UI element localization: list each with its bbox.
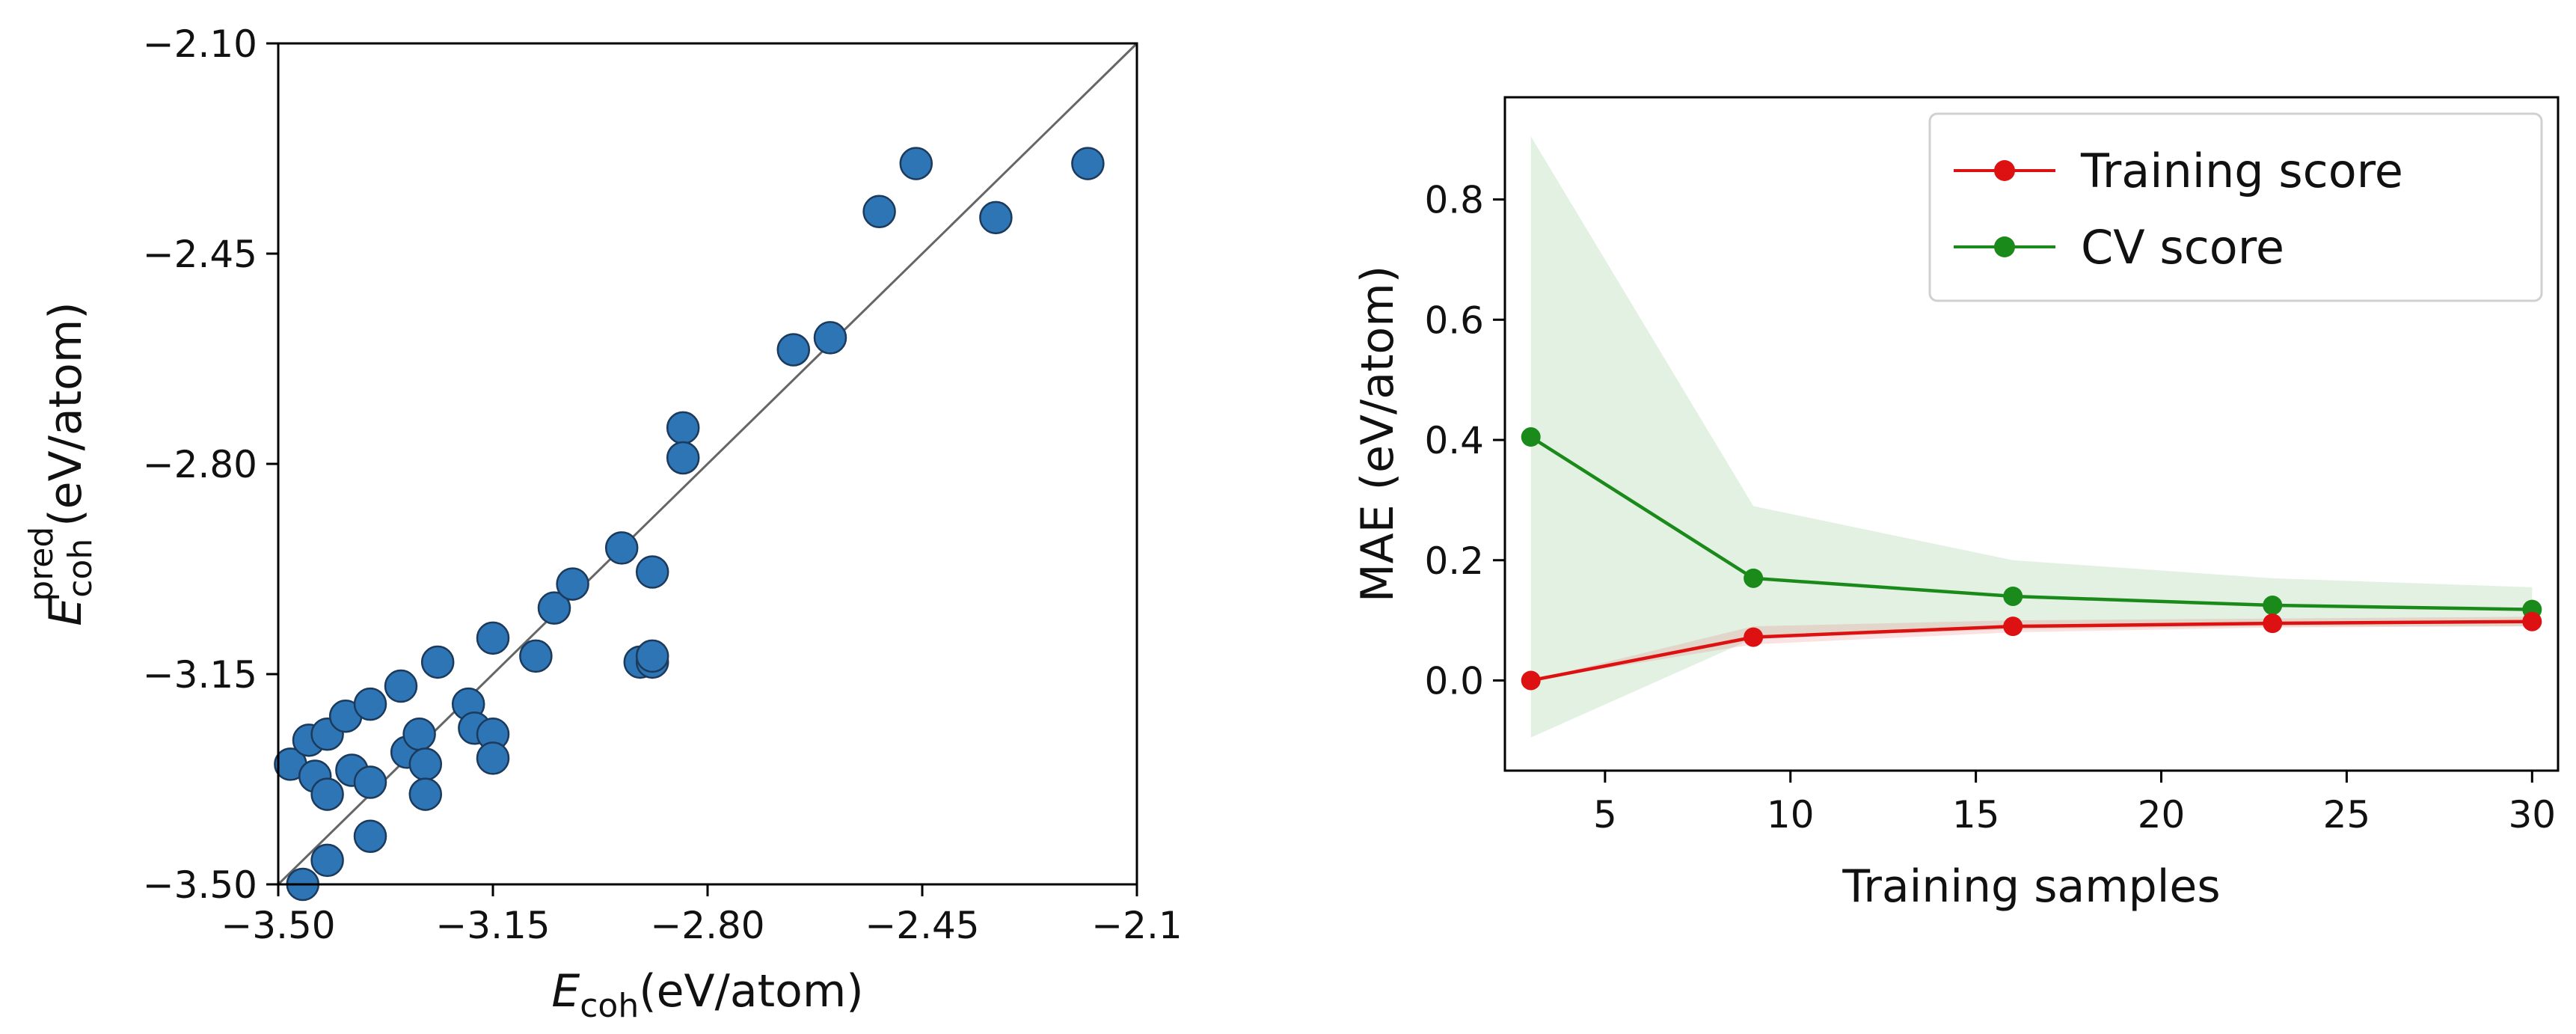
scatter-point (979, 201, 1013, 235)
legend-training-label: Training score (2080, 144, 2403, 198)
scatter-point (353, 819, 387, 854)
learning-curve-frame (1503, 96, 2560, 772)
learning-curve-x-tick-label: 30 (2508, 793, 2556, 836)
parity-x-axis-label: Ecoh(eV/atom) (551, 965, 863, 1025)
parity-x-tick-label: −3.15 (435, 904, 550, 947)
learning-curve-plot: 5 10 15 20 25 30 0.0 0.2 0.4 0.6 0.8 Training sam… (1352, 96, 2560, 913)
parity-x-tick-label: −2.1 (1091, 904, 1182, 947)
learning-curve-x-tick-label: 25 (2323, 793, 2371, 836)
scatter-point (635, 555, 669, 589)
learning-curve-y-tick-label: 0.0 (1424, 659, 1484, 703)
parity-x-label-sub: coh (580, 987, 639, 1025)
scatter-point (537, 591, 571, 625)
scatter-point (604, 531, 639, 565)
parity-x-label-main: E (551, 965, 580, 1018)
parity-y-axis-label: Ecohpred(eV/atom) (22, 302, 99, 625)
learning-curve-x-tick-label: 10 (1767, 793, 1815, 836)
scatter-point (862, 195, 896, 229)
parity-y-label-main: E (40, 598, 92, 626)
scatter-point (384, 669, 418, 703)
scatter-point (310, 777, 344, 811)
parity-y-tick-label: −3.15 (143, 653, 257, 697)
parity-y-label-sub: coh (61, 539, 99, 598)
cv-score-point (2003, 586, 2023, 606)
parity-y-tick-label: −3.50 (143, 863, 257, 907)
scatter-point (635, 639, 669, 673)
learning-curve-marks (1521, 136, 2542, 738)
parity-y-tick-label: −2.45 (143, 233, 257, 276)
training-score-point (2003, 617, 2023, 637)
training-score-point (2263, 614, 2283, 634)
learning-curve-x-ticks: 5 10 15 20 25 30 (1593, 771, 2556, 836)
training-score-band (1530, 617, 2533, 681)
training-score-point (2522, 611, 2542, 631)
learning-curve-y-tick-label: 0.8 (1424, 179, 1484, 222)
scatter-point (813, 321, 847, 355)
parity-x-tick-label: −2.80 (650, 904, 764, 947)
learning-curve-y-ticks: 0.0 0.2 0.4 0.6 0.8 (1424, 179, 1505, 703)
scatter-point (310, 843, 344, 878)
scatter-point (408, 777, 443, 811)
parity-y-tick-label: −2.80 (143, 443, 257, 486)
parity-y-label-unit: (eV/atom) (40, 302, 92, 526)
parity-marks (274, 42, 1138, 902)
scatter-point (899, 147, 933, 180)
learning-curve-y-tick-label: 0.6 (1424, 299, 1484, 342)
parity-y-ticks: −3.50 −3.15 −2.80 −2.45 −2.10 (143, 22, 278, 907)
learning-curve-y-axis-label: MAE (eV/atom) (1352, 266, 1404, 602)
scatter-point (353, 765, 387, 799)
scatter-point (519, 639, 553, 673)
scatter-point (408, 747, 443, 781)
learning-curve-x-tick-label: 5 (1593, 793, 1617, 836)
parity-x-tick-label: −2.45 (865, 904, 979, 947)
legend: Training score CV score (1928, 112, 2543, 302)
legend-cv-label: CV score (2081, 220, 2284, 275)
scatter-point (666, 441, 700, 475)
learning-curve-y-tick-label: 0.2 (1424, 539, 1484, 583)
learning-curve-x-tick-label: 20 (2138, 793, 2186, 836)
scatter-point (402, 718, 436, 751)
scatter-point (666, 411, 700, 445)
parity-plot: −3.50 −3.15 −2.80 −2.45 −2.1 −3.50 −3.15 −2.80… (22, 22, 1183, 1025)
cv-score-point (2263, 596, 2283, 616)
cv-score-band (1530, 136, 2533, 738)
learning-curve-x-axis-label: Training samples (1841, 860, 2220, 913)
parity-y-label-sup: pred (22, 527, 61, 602)
parity-x-tick-label: −3.50 (221, 904, 335, 947)
parity-x-label-unit: (eV/atom) (639, 965, 863, 1018)
learning-curve-y-tick-label: 0.4 (1424, 419, 1484, 462)
legend-cv-marker (1994, 236, 2015, 257)
cv-score-point (1744, 568, 1764, 588)
learning-curve-x-tick-label: 15 (1952, 793, 2000, 836)
scatter-point (353, 687, 387, 721)
parity-x-ticks: −3.50 −3.15 −2.80 −2.45 −2.1 (221, 884, 1183, 947)
scatter-point (476, 621, 510, 655)
scatter-point (1071, 147, 1105, 180)
training-score-point (1744, 627, 1764, 647)
scatter-point (476, 741, 510, 775)
scatter-point (420, 645, 455, 679)
legend-training-marker (1994, 160, 2015, 181)
legend-box (1928, 112, 2543, 302)
cv-score-point (1521, 427, 1541, 447)
parity-y-tick-label: −2.10 (143, 22, 257, 66)
scatter-point (556, 567, 589, 601)
scatter-point (776, 333, 811, 367)
training-score-point (1521, 670, 1541, 691)
